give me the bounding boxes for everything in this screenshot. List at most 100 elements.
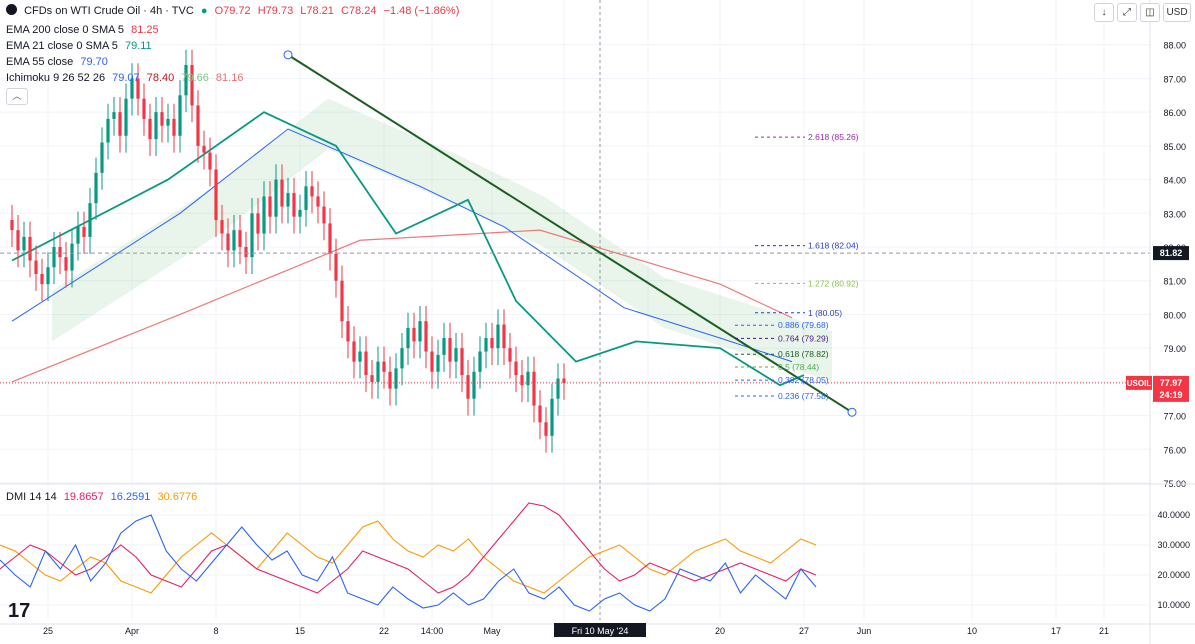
candle-body [472,371,476,399]
y-tick-label: 80.00 [1163,310,1186,320]
candle-body [148,118,152,140]
candle-body [88,203,92,237]
fib-level-label: 1.272 (80.92) [808,278,859,288]
tradingview-logo[interactable]: 17 [8,600,31,622]
fib-level-label: 0.236 (77.58) [778,391,829,401]
candle-body [154,112,158,140]
fib-level-label: 2.618 (85.26) [808,132,859,142]
candle-body [448,338,452,362]
last-price-badge [1153,375,1189,390]
fullscreen-button[interactable]: ⤢ [1117,3,1137,22]
candle-body [490,338,494,349]
ema55-value: 79.70 [80,56,108,68]
ohlc-close: C78.24 [340,5,377,17]
collapse-legend-button[interactable]: ︿ [6,88,28,105]
candle-body [34,260,38,274]
candle-body [436,354,440,372]
y-tick-label: 88.00 [1163,41,1186,51]
candle-body [322,206,326,224]
candle-body [532,371,536,406]
symbol-title[interactable]: CFDs on WTI Crude Oil · 4h · TVC [24,5,194,17]
ichimoku-base-value: 78.40 [146,72,175,84]
dmi-tick-label: 30.0000 [1157,540,1190,550]
candle-body [418,321,422,342]
candle-body [364,351,368,376]
x-tick-label: Apr [125,626,139,636]
candle-body [286,193,290,207]
ema21-label: EMA 21 close 0 SMA 5 [6,40,118,52]
ohlc-high: H79.73 [257,5,294,17]
candle-body [250,213,254,258]
currency-selector[interactable]: USD [1163,3,1191,22]
ema200-label: EMA 200 close 0 SMA 5 [6,24,125,36]
candle-body [70,243,74,271]
y-tick-label: 84.00 [1163,176,1186,186]
trendline-handle [847,407,857,417]
download-button[interactable]: ↓ [1094,3,1114,22]
ema55-label: EMA 55 close [6,56,74,68]
candle-body [220,220,224,234]
hline-price-badge-text: 81.82 [1160,248,1183,258]
candle-body [118,112,122,136]
ichimoku-legend[interactable]: Ichimoku 9 26 52 26 79.07 78.40 79.66 81… [6,71,247,85]
ohlc-low: L78.21 [300,5,334,17]
dmi-minus-value: 16.2591 [110,491,151,503]
dmi-tick-label: 10.0000 [1157,600,1190,610]
ema200-legend[interactable]: EMA 200 close 0 SMA 5 81.25 [6,23,163,37]
dmi-legend[interactable]: DMI 14 14 19.8657 16.2591 30.6776 [6,490,201,504]
dmi-minus-line [0,502,817,594]
candle-body [346,321,350,342]
candle-body [466,375,470,399]
candle-body [538,405,542,423]
x-tick-label: 21 [1099,626,1109,636]
market-status-icon: ● [200,5,208,17]
candle-body [514,361,518,376]
candle-body [352,341,356,362]
crosshair-time-badge [554,623,646,637]
candle-body [82,226,86,237]
x-tick-label: 17 [1051,626,1061,636]
candle-body [10,220,14,231]
x-tick-label: May [483,626,501,636]
y-tick-label: 85.00 [1163,142,1186,152]
candle-body [442,338,446,355]
x-tick-label: 10 [967,626,977,636]
candle-body [112,112,116,119]
ema21-line [11,111,805,387]
ema21-legend[interactable]: EMA 21 close 0 SMA 5 79.11 [6,39,156,53]
candle-body [550,398,554,436]
grid [0,0,1150,620]
x-tick-label: 14:00 [421,626,444,636]
last-price-badge-text: 77.97 [1160,378,1183,388]
candle-body [412,327,416,342]
candle-body [244,247,248,258]
y-tick-label: 76.00 [1163,445,1186,455]
candle-body [502,324,506,349]
candle-body [202,145,206,153]
ema55-legend[interactable]: EMA 55 close 79.70 [6,55,112,69]
arrow-down-icon: ↓ [1101,7,1107,18]
candle-body [298,209,302,217]
ema21-value: 79.11 [124,40,152,52]
candle-body [520,375,524,386]
candle-body [190,64,194,106]
x-tick-label: 20 [715,626,725,636]
expand-icon: ⤢ [1123,7,1131,18]
candle-body [172,118,176,136]
candle-body [280,179,284,207]
dmi-plus-line [0,514,817,612]
candle-body [46,267,50,285]
fib-level-label: 1 (80.05) [808,308,842,318]
candle-body [544,422,548,436]
candle-body [58,247,62,258]
candle-body [292,193,296,217]
moving-average-lines [11,111,805,387]
candle-body [406,327,410,349]
candle-body [424,321,428,352]
overlays [0,50,1150,417]
countdown-badge [1153,387,1189,402]
candle-body [52,247,56,268]
snapshot-button[interactable]: ◫ [1140,3,1160,22]
